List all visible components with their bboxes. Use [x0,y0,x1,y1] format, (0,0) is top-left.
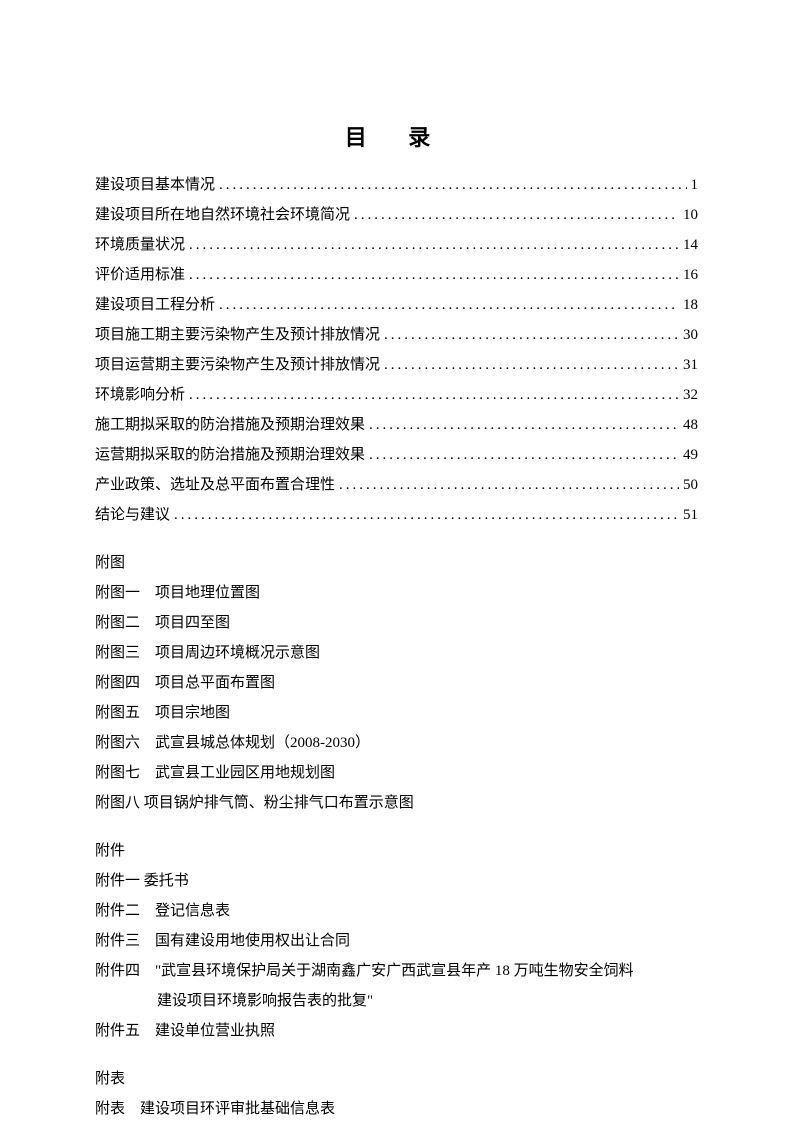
toc-page: 49 [683,440,698,470]
toc-page: 10 [683,200,698,230]
toc-page: 30 [683,320,698,350]
figure-item: 附图五 项目宗地图 [95,698,698,728]
toc-entry: 施工期拟采取的防治措施及预期治理效果 48 [95,410,698,440]
toc-label: 运营期拟采取的防治措施及预期治理效果 [95,440,365,470]
toc-label: 环境质量状况 [95,230,185,260]
toc-dots [339,470,679,500]
toc-dots [354,200,679,230]
toc-label: 建设项目所在地自然环境社会环境简况 [95,200,350,230]
toc-page: 48 [683,410,698,440]
attachment-item: 附件二 登记信息表 [95,896,698,926]
toc-label: 建设项目基本情况 [95,170,215,200]
toc-label: 产业政策、选址及总平面布置合理性 [95,470,335,500]
figure-item: 附图四 项目总平面布置图 [95,668,698,698]
toc-label: 项目运营期主要污染物产生及预计排放情况 [95,350,380,380]
toc-label: 建设项目工程分析 [95,290,215,320]
figure-item: 附图三 项目周边环境概况示意图 [95,638,698,668]
toc-label: 项目施工期主要污染物产生及预计排放情况 [95,320,380,350]
attachments-header: 附件 [95,836,698,866]
toc-dots [189,380,679,410]
toc-entry: 环境质量状况 14 [95,230,698,260]
toc-page: 16 [683,260,698,290]
attachment-item: 附件三 国有建设用地使用权出让合同 [95,926,698,956]
toc-dots [189,260,679,290]
toc-page: 50 [683,470,698,500]
toc-page: 1 [691,170,699,200]
toc-page: 31 [683,350,698,380]
toc-dots [174,500,679,530]
toc-list: 建设项目基本情况 1 建设项目所在地自然环境社会环境简况 10 环境质量状况 1… [95,170,698,530]
toc-page: 14 [683,230,698,260]
figure-item: 附图七 武宣县工业园区用地规划图 [95,758,698,788]
figure-item: 附图八 项目锅炉排气筒、粉尘排气口布置示意图 [95,788,698,818]
figures-list: 附图一 项目地理位置图 附图二 项目四至图 附图三 项目周边环境概况示意图 附图… [95,578,698,818]
toc-dots [219,170,686,200]
figure-item: 附图一 项目地理位置图 [95,578,698,608]
attachment-item: 附件四 "武宣县环境保护局关于湖南鑫广安广西武宣县年产 18 万吨生物安全饲料 [95,956,698,986]
toc-dots [384,350,679,380]
figure-item: 附图二 项目四至图 [95,608,698,638]
toc-dots [369,410,679,440]
attachment-item: 附件五 建设单位营业执照 [95,1016,698,1046]
toc-page: 32 [683,380,698,410]
attachment-item-cont: 建设项目环境影响报告表的批复" [95,986,698,1016]
toc-page: 18 [683,290,698,320]
figure-item: 附图六 武宣县城总体规划（2008-2030） [95,728,698,758]
toc-label: 评价适用标准 [95,260,185,290]
toc-label: 施工期拟采取的防治措施及预期治理效果 [95,410,365,440]
toc-entry: 产业政策、选址及总平面布置合理性 50 [95,470,698,500]
toc-dots [189,230,679,260]
toc-dots [219,290,679,320]
toc-entry: 评价适用标准 16 [95,260,698,290]
toc-label: 结论与建议 [95,500,170,530]
toc-page: 51 [683,500,698,530]
page-title: 目 录 [95,120,698,152]
toc-entry: 项目运营期主要污染物产生及预计排放情况 31 [95,350,698,380]
attachments-list: 附件一 委托书 附件二 登记信息表 附件三 国有建设用地使用权出让合同 附件四 … [95,866,698,1046]
toc-entry: 建设项目工程分析 18 [95,290,698,320]
toc-dots [369,440,679,470]
tables-header: 附表 [95,1064,698,1094]
toc-dots [384,320,679,350]
toc-entry: 建设项目所在地自然环境社会环境简况 10 [95,200,698,230]
tables-list: 附表 建设项目环评审批基础信息表 [95,1094,698,1124]
figures-header: 附图 [95,548,698,578]
table-item: 附表 建设项目环评审批基础信息表 [95,1094,698,1124]
toc-entry: 建设项目基本情况 1 [95,170,698,200]
toc-entry: 运营期拟采取的防治措施及预期治理效果 49 [95,440,698,470]
toc-entry: 结论与建议 51 [95,500,698,530]
toc-entry: 环境影响分析 32 [95,380,698,410]
toc-label: 环境影响分析 [95,380,185,410]
attachment-item: 附件一 委托书 [95,866,698,896]
toc-entry: 项目施工期主要污染物产生及预计排放情况 30 [95,320,698,350]
